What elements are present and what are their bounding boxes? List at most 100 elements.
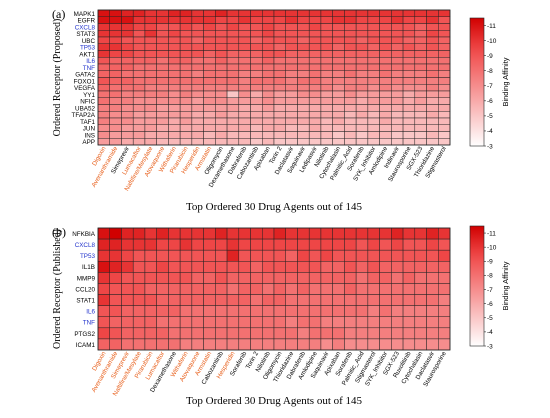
heatmap-cell: [367, 238, 380, 251]
heatmap-cell: [191, 23, 204, 31]
heatmap-cell: [262, 97, 275, 105]
heatmap-cell: [285, 97, 298, 105]
heatmap-cell: [191, 138, 204, 146]
heatmap-cell: [332, 77, 345, 85]
heatmap-cell: [355, 124, 369, 132]
heatmap-cell: [285, 70, 298, 78]
heatmap-cell: [156, 97, 169, 105]
heatmap-cell: [355, 138, 369, 146]
heatmap-cell: [109, 57, 122, 65]
heatmap-cell: [238, 124, 251, 132]
heatmap-cell: [426, 327, 439, 340]
heatmap-cell: [168, 283, 181, 295]
heatmap-cell: [250, 57, 263, 65]
heatmap-cell: [238, 50, 251, 58]
heatmap-cell: [332, 138, 345, 146]
heatmap-cell: [109, 84, 122, 92]
heatmap-cell: [238, 238, 251, 251]
heatmap-cell: [97, 84, 110, 92]
heatmap-cell: [168, 50, 181, 58]
heatmap-cell: [168, 30, 181, 38]
heatmap-cell: [156, 294, 169, 306]
heatmap-cell: [438, 238, 451, 251]
heatmap-cell: [203, 138, 216, 146]
heatmap-cell: [367, 131, 380, 139]
heatmap-cell: [379, 84, 392, 92]
heatmap-cell: [402, 43, 416, 51]
heatmap-cell: [144, 16, 157, 24]
heatmap-cell: [297, 272, 310, 284]
heatmap-cell: [285, 16, 298, 24]
heatmap-cell: [132, 131, 146, 139]
heatmap-cell: [344, 70, 357, 78]
heatmap-cell: [414, 70, 427, 78]
heatmap-cell: [355, 227, 369, 240]
heatmap-cell: [168, 238, 181, 251]
heatmap-cell: [179, 70, 193, 78]
heatmap-cell: [238, 30, 251, 38]
heatmap-cell: [297, 23, 310, 31]
heatmap-cell: [191, 70, 204, 78]
heatmap-cell: [379, 23, 392, 31]
heatmap-cell: [168, 261, 181, 273]
heatmap-cell: [402, 77, 416, 85]
heatmap-cell: [226, 90, 240, 98]
heatmap-cell: [215, 227, 228, 240]
heatmap-cell: [121, 30, 134, 38]
heatmap-cell: [144, 131, 157, 139]
heatmap-cell: [191, 272, 204, 284]
heatmap-cell: [308, 316, 322, 329]
heatmap-cell: [391, 238, 404, 251]
heatmap-cell: [367, 43, 380, 51]
heatmap-cell: [109, 283, 122, 295]
heatmap-cell: [262, 316, 275, 329]
heatmap-cell: [121, 261, 134, 273]
heatmap-cell: [414, 16, 427, 24]
heatmap-cell: [391, 63, 404, 71]
heatmap-cell: [262, 36, 275, 44]
heatmap-cell: [168, 16, 181, 24]
heatmap-cell: [156, 104, 169, 112]
heatmap-cell: [215, 77, 228, 85]
heatmap-cell: [250, 84, 263, 92]
heatmap-cell: [379, 16, 392, 24]
heatmap-cell: [438, 294, 451, 306]
heatmap-cell: [215, 70, 228, 78]
heatmap-cell: [238, 316, 251, 329]
heatmap-cell: [215, 138, 228, 146]
heatmap-cell: [332, 227, 345, 240]
heatmap-cell: [355, 117, 369, 125]
heatmap-cell: [203, 57, 216, 65]
heatmap-cell: [109, 261, 122, 273]
heatmap-cell: [203, 43, 216, 51]
heatmap-cell: [285, 77, 298, 85]
heatmap-cell: [203, 316, 216, 329]
heatmap-cell: [97, 338, 110, 351]
heatmap-cell: [402, 327, 416, 340]
heatmap-cell: [367, 70, 380, 78]
heatmap-cell: [402, 238, 416, 251]
heatmap-cell: [179, 138, 193, 146]
heatmap-cell: [285, 249, 298, 262]
heatmap-cell: [250, 43, 263, 51]
heatmap-cell: [191, 90, 204, 98]
heatmap-cell: [109, 43, 122, 51]
heatmap-cell: [215, 97, 228, 105]
heatmap-cell: [273, 294, 286, 306]
heatmap-cell: [320, 63, 333, 71]
heatmap-cell: [402, 272, 416, 284]
heatmap-cell: [332, 63, 345, 71]
heatmap-cell: [250, 238, 263, 251]
heatmap-cell: [97, 16, 110, 24]
heatmap-cell: [379, 50, 392, 58]
heatmap-cell: [332, 104, 345, 112]
heatmap-cell: [109, 338, 122, 351]
heatmap-cell: [355, 9, 369, 17]
heatmap-cell: [97, 117, 110, 125]
heatmap-cell: [179, 338, 193, 351]
heatmap-cell: [179, 23, 193, 31]
heatmap-cell: [438, 63, 451, 71]
heatmap-cell: [438, 124, 451, 132]
heatmap-cell: [438, 338, 451, 351]
heatmap-cell: [132, 90, 146, 98]
